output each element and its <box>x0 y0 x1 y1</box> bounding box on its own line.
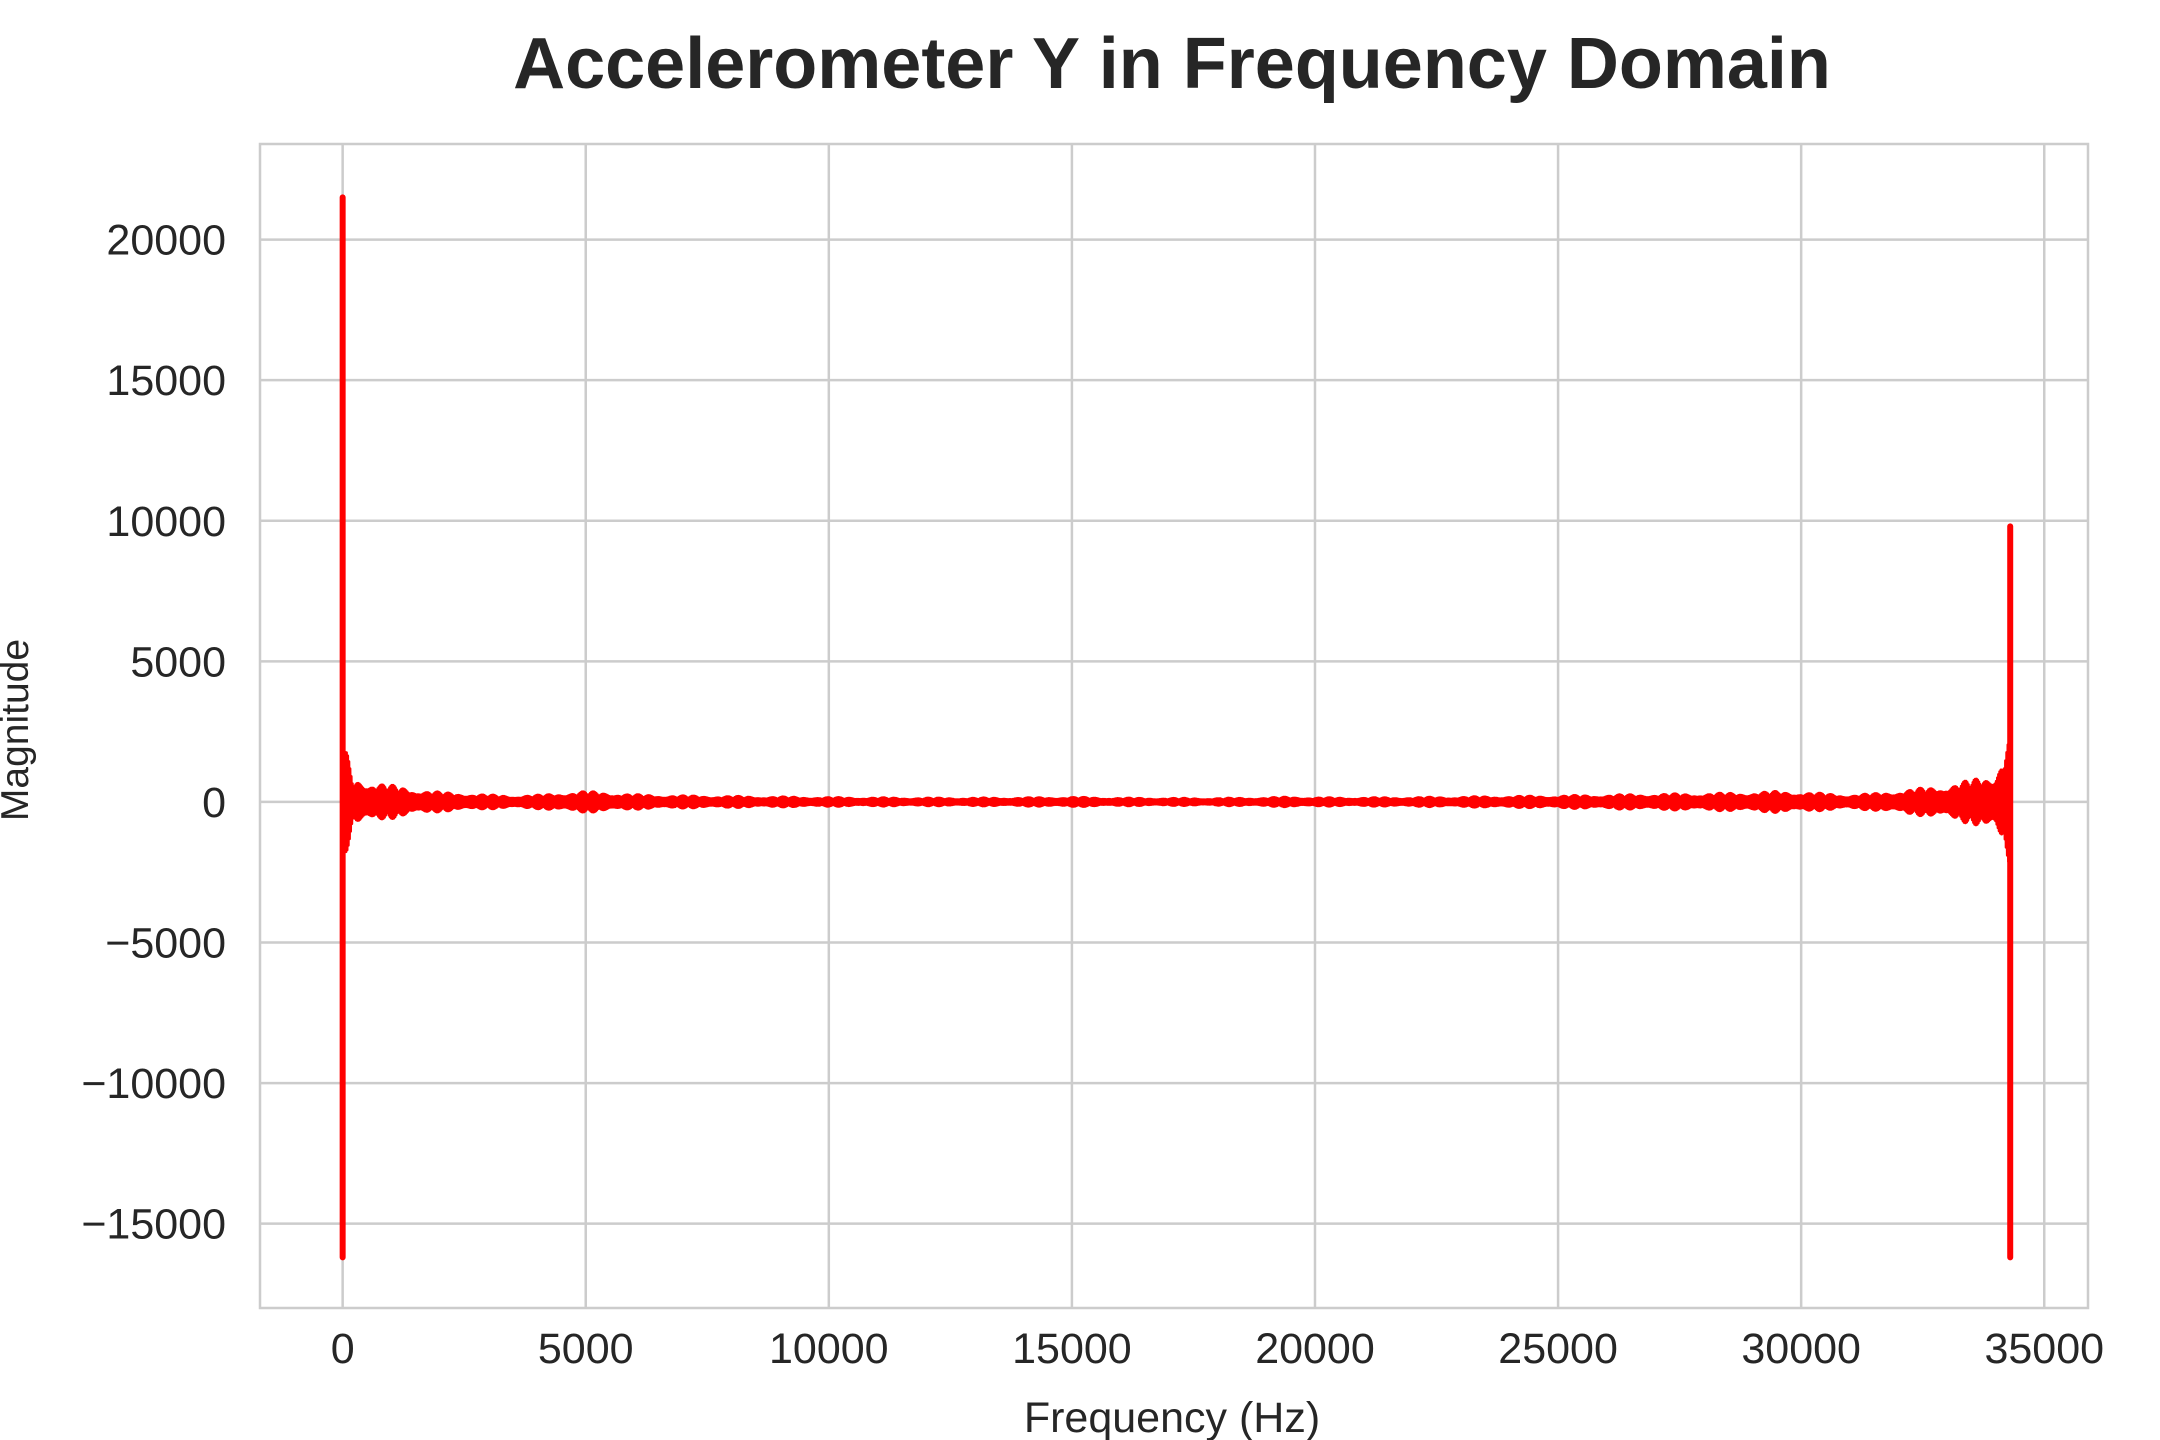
y-tick-label: −15000 <box>81 1201 226 1249</box>
x-tick-label: 5000 <box>538 1325 634 1373</box>
x-tick-labels: 0 5000 10000 15000 20000 25000 30000 35000 <box>331 1325 2104 1373</box>
x-tick-label: 35000 <box>1984 1325 2104 1373</box>
y-tick-label: −5000 <box>105 919 226 967</box>
x-tick-label: 25000 <box>1498 1325 1618 1373</box>
x-tick-label: 15000 <box>1012 1325 1132 1373</box>
plot-frame <box>258 142 2090 1310</box>
x-axis-label: Frequency (Hz) <box>1024 1394 1320 1440</box>
x-tick-label: 30000 <box>1741 1325 1861 1373</box>
series-line <box>342 743 2011 863</box>
y-tick-label: 10000 <box>106 498 226 546</box>
y-tick-label: 5000 <box>130 638 226 686</box>
x-tick-label: 10000 <box>769 1325 889 1373</box>
chart-title: Accelerometer Y in Frequency Domain <box>513 24 1831 104</box>
y-tick-label: −10000 <box>81 1060 226 1108</box>
y-tick-label: 0 <box>202 779 226 827</box>
x-tick-label: 0 <box>331 1325 355 1373</box>
grid-lines <box>260 144 2088 1308</box>
series-layer <box>339 194 2014 1261</box>
x-tick-label: 20000 <box>1255 1325 1375 1373</box>
y-tick-labels: 20000 15000 10000 5000 0 −5000 −10000 −15000 <box>81 217 226 1249</box>
y-tick-label: 15000 <box>106 357 226 405</box>
y-tick-label: 20000 <box>106 217 226 265</box>
y-axis-label: Magnitude <box>0 639 37 821</box>
